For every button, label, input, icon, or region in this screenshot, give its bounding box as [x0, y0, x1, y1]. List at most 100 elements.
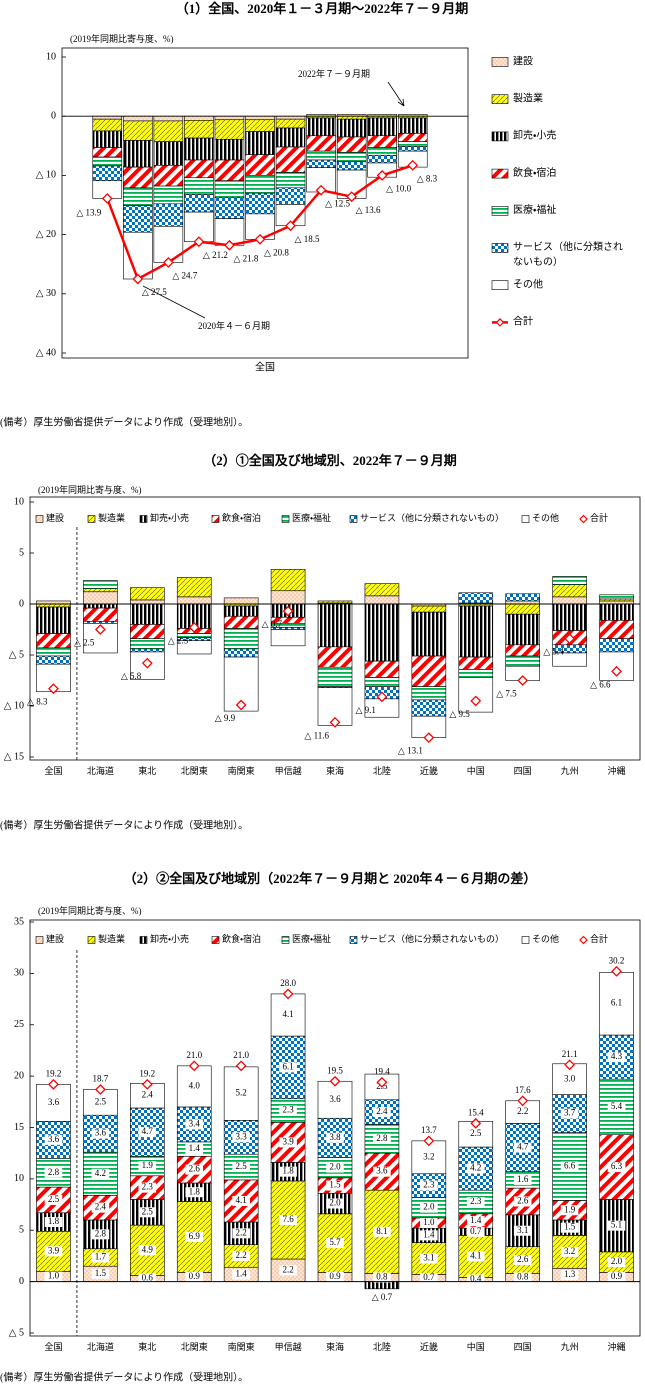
bar-segment [223, 648, 259, 658]
bar-segment [36, 647, 71, 657]
total-marker [282, 605, 294, 617]
legend-swatch [491, 131, 509, 142]
segment-label: 0.4 [470, 1274, 482, 1284]
label-bg [326, 1272, 344, 1283]
bar-segment [83, 591, 118, 605]
label-bg [373, 1226, 391, 1237]
bar-segment [153, 120, 184, 142]
bar-segment [367, 147, 397, 156]
bar-segment [36, 655, 71, 665]
x-tick-label: 北陸 [373, 765, 391, 776]
bar-segment [223, 605, 259, 617]
legend-label: その他 [532, 512, 559, 523]
total-marker [285, 220, 296, 232]
bar-segment [36, 600, 71, 605]
x-tick-label: 中国 [467, 1341, 485, 1352]
bar-segment [367, 117, 397, 137]
legend-swatch [35, 515, 44, 523]
bar-segment [411, 699, 447, 717]
bar-segment [458, 592, 494, 604]
label-bg [91, 1202, 110, 1213]
segment-label: 1.9 [564, 1204, 576, 1214]
legend-label: 建設 [46, 933, 64, 944]
legend-marker [579, 514, 588, 524]
label-bg [607, 1052, 626, 1063]
bar-segment [505, 593, 540, 602]
total-label: △ 2.3 [168, 636, 189, 646]
bar-segment [364, 583, 400, 597]
label-bg [607, 1101, 626, 1112]
total-label: 17.6 [515, 1085, 531, 1095]
legend-label: 飲食・宿泊 [222, 933, 261, 944]
bar-segment [364, 595, 400, 605]
legend-label: 卸売・小売 [150, 512, 189, 523]
bar-segment [397, 141, 428, 147]
legend-swatch [139, 936, 148, 944]
legend-label-line: サービス（他に分類され [513, 240, 623, 253]
label-bg [513, 1196, 532, 1207]
bar-segment [153, 141, 184, 166]
total-marker [101, 193, 113, 204]
segment-label: 4.2 [470, 1163, 481, 1173]
y-tick-label: △ 40 [36, 347, 56, 358]
bar-segment [336, 152, 367, 163]
bar-segment [245, 131, 275, 155]
bar-segment [223, 597, 259, 605]
bar-segment [336, 136, 367, 153]
segment-label: 0.7 [470, 1226, 482, 1236]
total-label: △ 13.6 [356, 205, 381, 215]
label-bg [420, 1273, 438, 1284]
x-tick-label: 北関東 [181, 765, 208, 776]
total-marker [329, 1075, 341, 1087]
label-bg [420, 1230, 438, 1241]
bar-segment [599, 600, 634, 605]
label-bg [560, 1205, 579, 1216]
label-bg [326, 1132, 344, 1143]
chart-title: （2）①全国及び地域別、2022年７－９月期 [203, 453, 457, 468]
label-bg [326, 1180, 344, 1191]
segment-label: 4.1 [236, 1195, 247, 1205]
bar-segment [214, 115, 245, 121]
label-bg [607, 1220, 626, 1231]
total-marker [315, 184, 327, 196]
segment-label: 2.8 [376, 1133, 388, 1143]
legend-swatch [139, 515, 148, 523]
total-marker [517, 1095, 529, 1107]
total-marker [470, 1117, 482, 1129]
x-tick-label: 四国 [514, 1342, 532, 1352]
x-tick-label: 南関東 [228, 1341, 255, 1352]
total-marker [162, 257, 174, 268]
bar-segment [36, 603, 71, 608]
legend-label: 製造業 [98, 512, 125, 523]
bar-segment [317, 600, 353, 604]
segment-label: 1.0 [48, 1271, 60, 1281]
bar-segment [245, 115, 275, 121]
segment-label: 2.0 [423, 1202, 435, 1212]
legend-swatch [491, 94, 509, 104]
total-label: 18.7 [93, 1074, 109, 1084]
total-marker [282, 988, 294, 1000]
segment-label: 5.7 [329, 1237, 341, 1247]
legend-label: 合計 [590, 933, 608, 944]
label-bg [279, 1265, 297, 1276]
bar-segment [336, 161, 367, 171]
segment-label: 3.6 [48, 1134, 60, 1144]
label-bg [326, 1094, 344, 1105]
bar-segment [123, 140, 153, 168]
label-bg [466, 1129, 485, 1140]
y-tick-label: 10 [46, 51, 56, 62]
segment-label: 1.7 [95, 1252, 107, 1262]
total-marker [235, 699, 247, 711]
legend-swatch [491, 243, 509, 253]
bar-segment [176, 577, 212, 598]
bar-segment [184, 137, 214, 161]
x-tick-label: 近畿 [420, 1341, 438, 1352]
bar-segment [364, 677, 400, 687]
label-bg [560, 1246, 579, 1257]
legend-swatch [87, 515, 96, 523]
segment-label: 3.0 [564, 1073, 576, 1083]
segment-label: 2.6 [517, 1254, 529, 1264]
total-label: 21.0 [233, 1050, 249, 1060]
segment-label: 2.8 [48, 1167, 60, 1177]
bar-segment [130, 624, 165, 639]
